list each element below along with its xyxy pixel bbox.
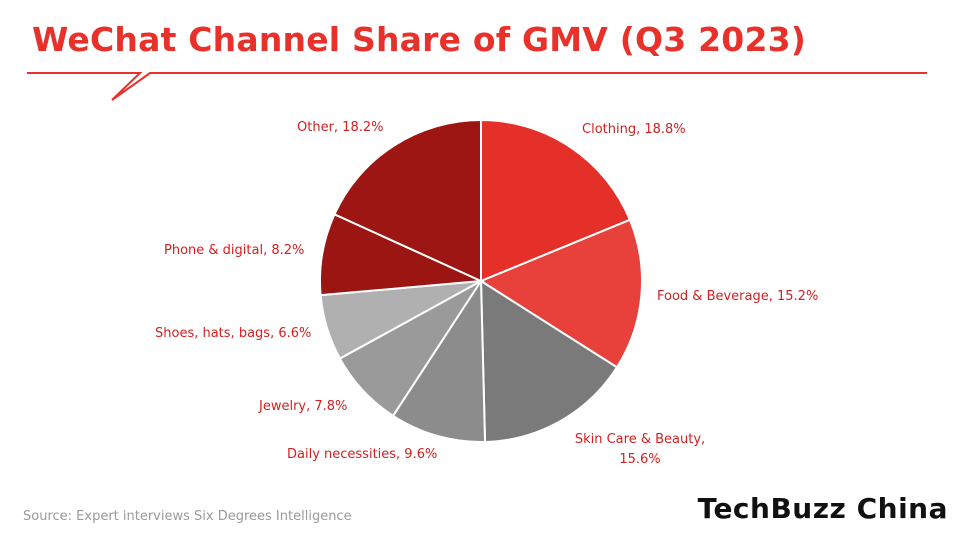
slice-label-skin-care-beauty: Skin Care & Beauty, 15.6% [570, 430, 710, 470]
slice-label-shoes-hats-bags: Shoes, hats, bags, 6.6% [155, 326, 312, 341]
chart-title: WeChat Channel Share of GMV (Q3 2023) [32, 20, 807, 59]
source-note: Source: Expert interviews Six Degrees In… [23, 509, 352, 524]
slice-label-phone-digital: Phone & digital, 8.2% [164, 243, 305, 258]
pie-slice-daily-necessities [391, 277, 487, 443]
slice-label-clothing: Clothing, 18.8% [582, 122, 686, 137]
pie-slice-food-beverage [478, 218, 643, 369]
pie-slice-other [333, 118, 482, 283]
brand-logo: TechBuzz China [697, 492, 948, 525]
pie-slice-skin-care-beauty [479, 279, 619, 443]
slice-label-skin-care-text: Skin Care & Beauty, 15.6% [574, 432, 706, 467]
slice-label-daily-necessities: Daily necessities, 9.6% [287, 447, 438, 462]
slice-label-food-beverage: Food & Beverage, 15.2% [657, 289, 819, 304]
slice-label-other: Other, 18.2% [297, 120, 384, 135]
slice-label-jewelry: Jewelry, 7.8% [259, 399, 348, 414]
pie-slice-clothing [480, 118, 632, 283]
